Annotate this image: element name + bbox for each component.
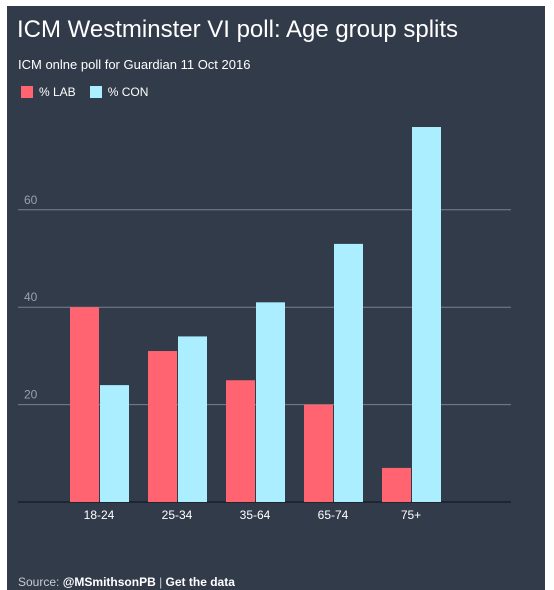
bar-con <box>100 385 129 502</box>
bar-con <box>256 302 285 502</box>
legend-item-lab: % LAB <box>21 85 76 99</box>
bar-lab <box>70 307 99 502</box>
bar-con <box>178 336 207 502</box>
legend-swatch-con <box>89 86 102 98</box>
legend-item-con: % CON <box>89 85 149 99</box>
footer-separator: | <box>155 575 166 589</box>
legend-swatch-lab <box>21 86 33 98</box>
get-data-link[interactable]: Get the data <box>165 575 235 589</box>
bar-lab <box>304 404 333 502</box>
chart-footer: Source: @MSmithsonPB | Get the data <box>18 575 235 589</box>
bar-lab <box>148 351 177 502</box>
chart-card: ICM Westminster VI poll: Age group split… <box>7 6 545 590</box>
bar-con <box>412 127 441 502</box>
legend-label-con: % CON <box>107 85 149 99</box>
bar-lab <box>382 467 411 502</box>
bar-chart: 20 40 60 18-24 25-34 35-64 65-74 75+ <box>18 127 511 522</box>
x-tick-label: 18-24 <box>84 508 115 522</box>
x-tick-label: 75+ <box>401 508 421 522</box>
chart-legend: % LAB % CON <box>21 85 162 99</box>
x-tick-label: 25-34 <box>162 508 193 522</box>
bar-lab <box>226 380 255 502</box>
source-label: Source: <box>18 575 63 589</box>
x-tick-label: 35-64 <box>240 508 271 522</box>
chart-subtitle: ICM onlne poll for Guardian 11 Oct 2016 <box>18 57 251 72</box>
chart-title: ICM Westminster VI poll: Age group split… <box>17 16 459 43</box>
y-tick-label: 20 <box>24 388 38 402</box>
y-tick-label: 40 <box>24 290 38 304</box>
x-tick-label: 65-74 <box>318 508 349 522</box>
bar-con <box>334 243 363 502</box>
y-tick-label: 60 <box>24 193 38 207</box>
legend-label-lab: % LAB <box>39 85 76 99</box>
source-name[interactable]: @MSmithsonPB <box>62 575 156 589</box>
